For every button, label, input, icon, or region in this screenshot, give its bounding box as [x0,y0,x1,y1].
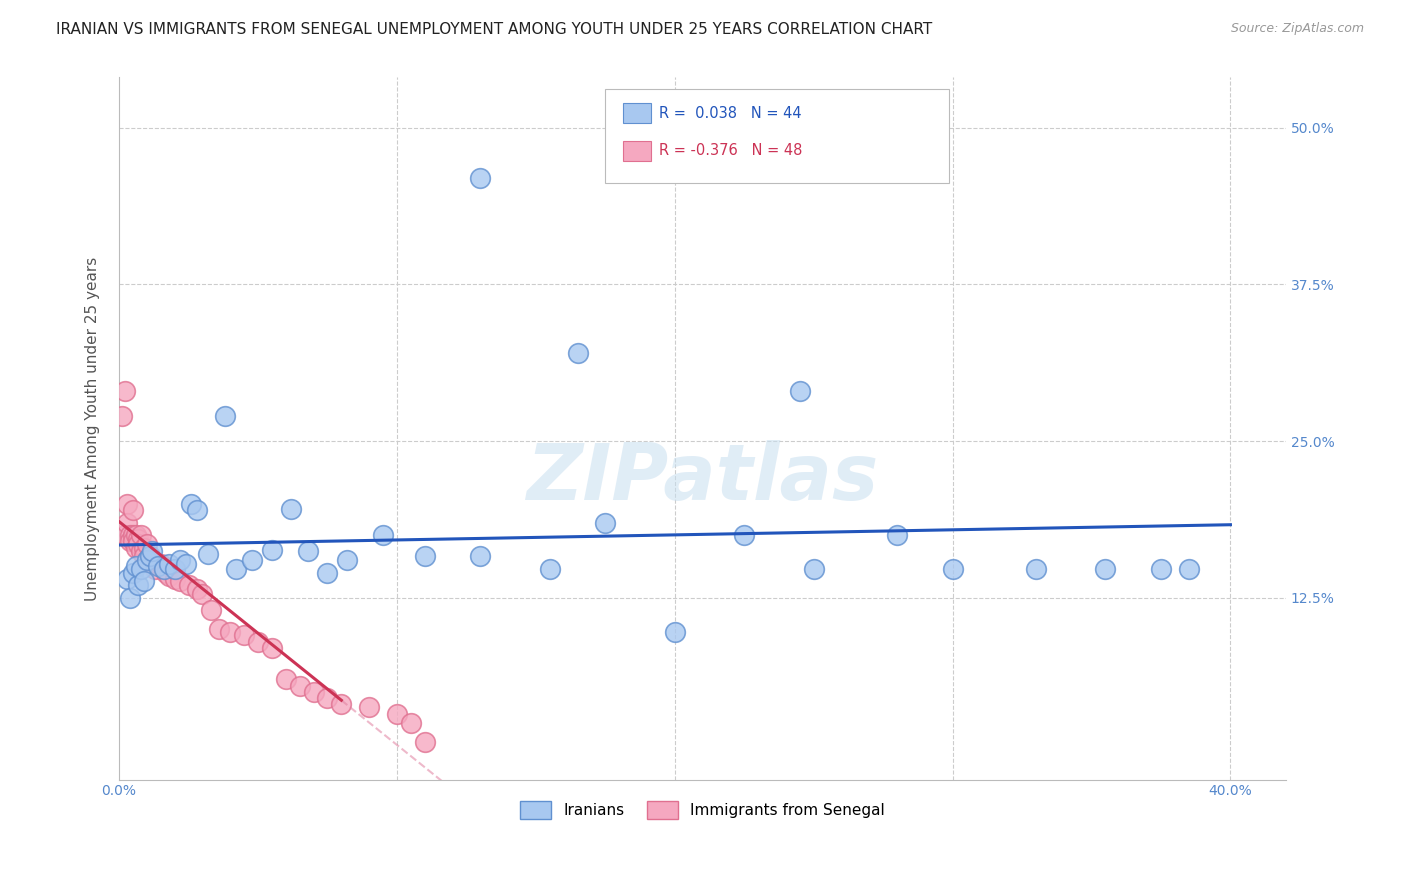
Point [120,591,142,605]
Point [135,553,157,567]
Text: R =  0.038   N = 44: R = 0.038 N = 44 [659,106,801,120]
Point [538,562,561,576]
Point [169,553,191,567]
Point [129,544,152,558]
Point [1178,562,1201,576]
Point [1025,562,1047,576]
Point [135,553,157,567]
Point [177,578,200,592]
Point [132,574,155,589]
Point [157,569,180,583]
Point [111,409,134,423]
Point [302,685,325,699]
Point [359,699,381,714]
Point [942,562,965,576]
Point [316,691,339,706]
Text: Source: ZipAtlas.com: Source: ZipAtlas.com [1230,22,1364,36]
Text: R = -0.376   N = 48: R = -0.376 N = 48 [659,144,803,158]
Point [135,537,157,551]
Point [180,497,202,511]
Point [789,384,811,398]
Point [143,562,166,576]
Point [163,562,186,576]
Point [163,572,186,586]
Point [886,528,908,542]
Point [128,532,150,546]
Point [155,566,177,580]
Point [146,557,169,571]
Point [1150,562,1173,576]
Point [274,673,297,687]
Point [316,566,339,580]
Point [169,574,191,589]
Text: IRANIAN VS IMMIGRANTS FROM SENEGAL UNEMPLOYMENT AMONG YOUTH UNDER 25 YEARS CORRE: IRANIAN VS IMMIGRANTS FROM SENEGAL UNEMP… [56,22,932,37]
Point [152,562,174,576]
Point [336,553,359,567]
Point [567,346,589,360]
Point [122,534,145,549]
Point [280,501,302,516]
Y-axis label: Unemployment Among Youth under 25 years: Unemployment Among Youth under 25 years [86,256,100,600]
Point [146,559,169,574]
Point [114,384,136,398]
Point [208,622,231,636]
Point [128,578,150,592]
Point [399,716,422,731]
Point [125,528,148,542]
Point [413,549,436,564]
Point [330,698,353,712]
Point [117,516,139,530]
Point [186,503,208,517]
Point [1094,562,1116,576]
Point [122,528,145,542]
Point [297,544,319,558]
Point [197,547,219,561]
Legend: Iranians, Immigrants from Senegal: Iranians, Immigrants from Senegal [515,795,891,824]
Point [200,603,222,617]
Point [128,537,150,551]
Point [803,562,825,576]
Point [157,557,180,571]
Point [260,543,283,558]
Point [122,503,145,517]
Point [413,735,436,749]
Point [117,572,139,586]
Point [117,497,139,511]
Point [664,624,686,639]
Point [114,528,136,542]
Point [246,634,269,648]
Point [214,409,236,423]
Point [595,516,617,530]
Point [138,549,160,564]
Point [125,541,148,555]
Point [186,582,208,596]
Point [141,553,163,567]
Point [225,562,247,576]
Point [129,528,152,542]
Point [120,528,142,542]
Text: ZIPatlas: ZIPatlas [526,440,879,516]
Point [149,557,172,571]
Point [122,566,145,580]
Point [132,549,155,564]
Point [129,562,152,576]
Point [174,557,197,571]
Point [152,562,174,576]
Point [385,707,408,722]
Point [288,679,311,693]
Point [141,544,163,558]
Point [120,534,142,549]
Point [371,528,394,542]
Point [470,549,492,564]
Point [219,624,242,639]
Point [233,628,256,642]
Point [733,528,755,542]
Point [132,541,155,555]
Point [125,559,148,574]
Point [242,553,264,567]
Point [191,587,214,601]
Point [470,170,492,185]
Point [260,640,283,655]
Point [138,549,160,564]
